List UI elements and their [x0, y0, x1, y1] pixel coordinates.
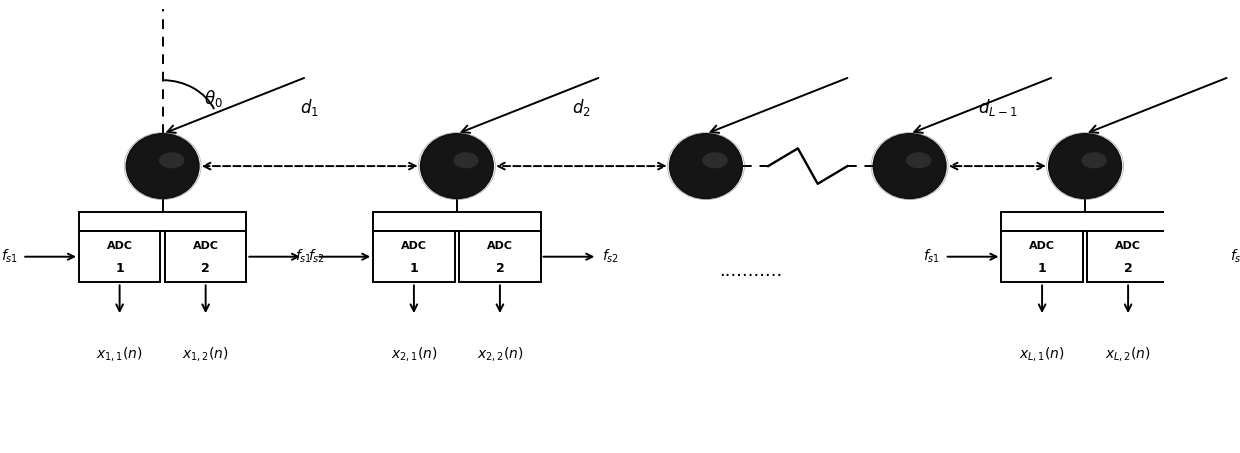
Ellipse shape: [454, 152, 479, 169]
Text: $f_{s2}$: $f_{s2}$: [308, 248, 325, 265]
Text: $d_2$: $d_2$: [572, 97, 590, 118]
Ellipse shape: [1049, 134, 1121, 198]
Text: ADC: ADC: [1115, 241, 1141, 251]
Text: $\theta_0$: $\theta_0$: [205, 87, 223, 109]
Text: $x_{1,1}(n)$: $x_{1,1}(n)$: [97, 345, 143, 363]
Text: $f_{s1}$: $f_{s1}$: [923, 248, 940, 265]
Bar: [79, 231, 160, 282]
Ellipse shape: [126, 134, 198, 198]
Text: 1: 1: [1038, 261, 1047, 275]
Bar: [79, 212, 247, 231]
Text: ADC: ADC: [487, 241, 513, 251]
Text: $d_1$: $d_1$: [300, 97, 319, 118]
Text: ...........: ...........: [719, 262, 782, 280]
Ellipse shape: [420, 134, 494, 198]
Bar: [373, 231, 455, 282]
Text: $f_{s1}$: $f_{s1}$: [0, 248, 17, 265]
Ellipse shape: [702, 152, 728, 169]
Ellipse shape: [873, 134, 946, 198]
Text: $x_{1,2}(n)$: $x_{1,2}(n)$: [182, 345, 229, 363]
Ellipse shape: [906, 152, 931, 169]
Bar: [1002, 212, 1169, 231]
Text: $d_{L-1}$: $d_{L-1}$: [977, 97, 1017, 118]
Text: ADC: ADC: [107, 241, 133, 251]
Text: $x_{2,1}(n)$: $x_{2,1}(n)$: [391, 345, 438, 363]
Ellipse shape: [159, 152, 185, 169]
Text: $f_{s1}$: $f_{s1}$: [295, 248, 312, 265]
Text: $x_{L,2}(n)$: $x_{L,2}(n)$: [1105, 345, 1151, 363]
Text: $f_{s2}$: $f_{s2}$: [601, 248, 619, 265]
Text: 1: 1: [115, 261, 124, 275]
Bar: [1087, 231, 1169, 282]
Text: 1: 1: [409, 261, 418, 275]
Text: 2: 2: [496, 261, 505, 275]
Text: $x_{2,2}(n)$: $x_{2,2}(n)$: [476, 345, 523, 363]
Text: $x_{L,1}(n)$: $x_{L,1}(n)$: [1019, 345, 1065, 363]
Bar: [459, 231, 541, 282]
Text: ADC: ADC: [401, 241, 427, 251]
Text: 2: 2: [201, 261, 210, 275]
Text: 2: 2: [1123, 261, 1132, 275]
Text: ADC: ADC: [192, 241, 218, 251]
Ellipse shape: [670, 134, 742, 198]
Bar: [165, 231, 247, 282]
Bar: [373, 212, 541, 231]
Text: $f_{s2}$: $f_{s2}$: [1230, 248, 1240, 265]
Text: ADC: ADC: [1029, 241, 1055, 251]
Bar: [1002, 231, 1083, 282]
Ellipse shape: [1081, 152, 1107, 169]
